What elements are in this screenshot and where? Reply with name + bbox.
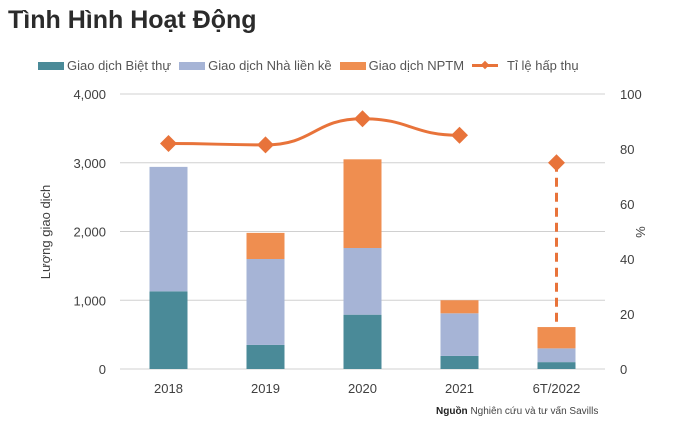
source-note: Nguồn Nghiên cứu và tư vấn Savills xyxy=(436,406,598,417)
legend: Giao dịch Biệt thự Giao dịch Nhà liền kề G… xyxy=(38,58,579,73)
line-series xyxy=(168,117,460,147)
y2-tick-label: 100 xyxy=(620,87,642,102)
y2-tick-label: 60 xyxy=(620,197,634,212)
x-tick-label: 6T/2022 xyxy=(533,381,581,396)
bar-segment xyxy=(343,159,382,248)
x-tick-label: 2020 xyxy=(348,381,377,396)
bar-segment xyxy=(440,313,479,356)
legend-line-swatch xyxy=(472,64,499,67)
y2-tick-label: 20 xyxy=(620,307,634,322)
bar-segment xyxy=(343,248,382,315)
legend-item: Tỉ lệ hấp thụ xyxy=(472,58,579,73)
bar-segment xyxy=(149,291,188,369)
x-tick-label: 2021 xyxy=(445,381,474,396)
line-marker xyxy=(548,154,565,172)
legend-label: Giao dịch NPTM xyxy=(368,58,465,73)
source-label: Nguồn xyxy=(436,406,468,417)
bar-segment xyxy=(246,344,285,369)
y2-tick-label: 80 xyxy=(620,142,634,157)
line-marker xyxy=(257,136,274,154)
y-axis-label: Lượng giao dịch xyxy=(38,185,53,280)
bar-segment xyxy=(149,166,188,292)
legend-label: Giao dịch Biệt thự xyxy=(67,58,172,73)
line-marker xyxy=(354,110,371,128)
y2-tick-label: 40 xyxy=(620,252,634,267)
y-tick-label: 0 xyxy=(99,362,106,377)
x-tick-label: 2018 xyxy=(154,381,183,396)
bar-segment xyxy=(440,300,479,314)
bar-segment xyxy=(343,314,382,369)
x-tick-label: 2019 xyxy=(251,381,280,396)
y-tick-label: 2,000 xyxy=(73,225,106,240)
y2-tick-label: 0 xyxy=(620,362,627,377)
legend-label: Giao dịch Nhà liền kề xyxy=(208,58,332,73)
bar-segment xyxy=(440,355,479,369)
line-marker xyxy=(160,135,177,152)
legend-swatch xyxy=(38,61,64,70)
legend-swatch xyxy=(339,61,366,70)
source-text: Nghiên cứu và tư vấn Savills xyxy=(470,406,599,417)
y2-axis-label: % xyxy=(633,226,648,238)
legend-label: Tỉ lệ hấp thụ xyxy=(507,58,579,73)
legend-swatch xyxy=(179,61,206,70)
bar-segment xyxy=(537,327,576,349)
line-marker xyxy=(451,126,468,144)
bar-segment xyxy=(537,348,576,363)
bar-segment xyxy=(537,362,576,369)
y-tick-label: 1,000 xyxy=(73,293,106,308)
legend-item: Giao dịch NPTM xyxy=(339,58,465,73)
bar-segment xyxy=(246,232,285,259)
legend-item: Giao dịch Nhà liền kề xyxy=(179,58,332,73)
y-tick-label: 4,000 xyxy=(73,87,106,102)
y-tick-label: 3,000 xyxy=(73,156,106,171)
legend-item: Giao dịch Biệt thự xyxy=(38,58,171,73)
bar-segment xyxy=(246,259,285,345)
page-title: Tình Hình Hoạt Động xyxy=(8,6,257,34)
